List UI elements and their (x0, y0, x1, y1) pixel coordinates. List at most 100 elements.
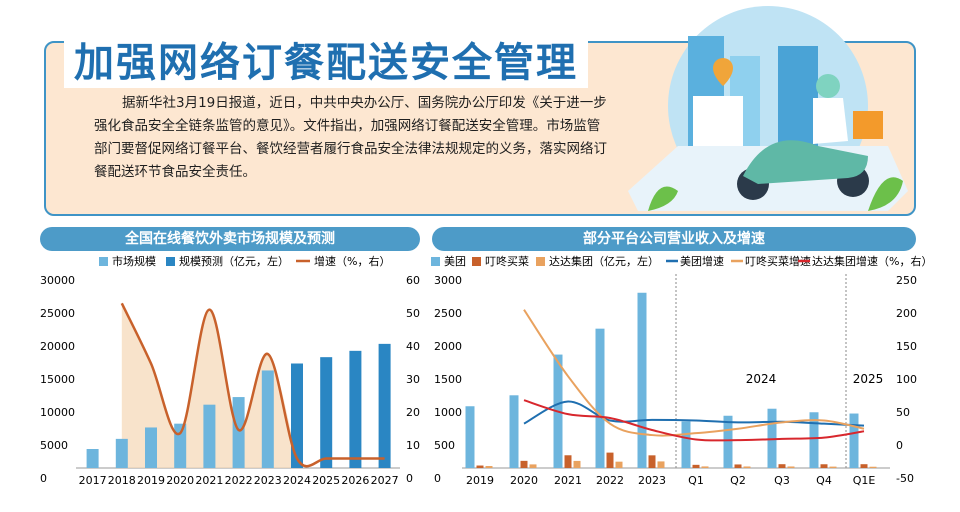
right-chart-title: 部分平台公司营业收入及增速 (432, 227, 916, 251)
building-icon (778, 46, 818, 146)
tick-label: 10000 (40, 406, 75, 419)
legend-label: 市场规模 (112, 254, 156, 268)
x-tick-label: 2021 (195, 474, 223, 487)
bar-meituan-2023 (637, 292, 647, 468)
bar-forecast-2027 (378, 343, 391, 468)
tick-label: 25000 (40, 307, 75, 320)
bar-meituan-Q1E (849, 413, 859, 468)
tick-label: 2000 (434, 340, 462, 353)
tick-label: 40 (406, 340, 420, 353)
legend-swatch-meituan (431, 257, 440, 266)
platform-revenue-chart: 美团 叮咚买菜 达达集团（亿元，左） 美团增速 叮咚买菜增速 达达集团增速（%，… (431, 254, 932, 487)
y-axis-left: 3000 2500 2000 1500 1000 500 0 (434, 274, 462, 485)
x-tick-label: 2021 (554, 474, 582, 487)
rider-helmet-icon (816, 74, 840, 98)
x-tick-label: Q2 (730, 474, 746, 487)
legend-label: 增速（%，右） (314, 254, 390, 268)
x-tick-label: 2017 (79, 474, 107, 487)
tick-label: 30 (406, 373, 420, 386)
building-icon (693, 96, 743, 146)
bar-dada-Q1 (701, 466, 709, 468)
x-tick-label: 2024 (283, 474, 311, 487)
growth-area (121, 303, 297, 468)
plant-icon (868, 177, 903, 211)
y-axis-right: 250 200 150 100 50 0 -50 (896, 274, 917, 485)
legend-label: 规模预测（亿元，左） (179, 254, 289, 268)
delivery-box-icon (853, 111, 883, 139)
market-size-chart: 市场规模 规模预测（亿元，左） 增速（%，右） 30000 25000 2000… (40, 254, 420, 487)
rider-icon (813, 98, 848, 144)
bar-meituan-2019 (465, 406, 475, 468)
x-tick-label: Q1E (853, 474, 876, 487)
article-body: 据新华社3月19日报道，近日，中共中央办公厅、国务院办公厅印发《关于进一步强化食… (94, 95, 607, 180)
delivery-illustration (628, 6, 908, 211)
x-tick-label: 2026 (341, 474, 369, 487)
bar-meituan-2020 (509, 395, 519, 468)
tick-label: 30000 (40, 274, 75, 287)
tick-label: 1500 (434, 373, 462, 386)
growth-line-dada (523, 399, 865, 442)
bar-dada-Q1E (869, 466, 877, 468)
bar-dada-Q3 (787, 466, 795, 468)
bar-market-2023 (261, 370, 274, 468)
x-tick-label: 2023 (638, 474, 666, 487)
bar-meituan-Q1 (681, 421, 691, 468)
bar-dada-Q2 (743, 466, 751, 468)
group-label-2025: 2025 (853, 372, 884, 386)
bar-market-2018 (115, 438, 128, 468)
bar-meituan-2022 (595, 328, 605, 468)
y-axis-right: 60 50 40 30 20 10 0 (406, 274, 420, 485)
x-tick-label: 2027 (371, 474, 399, 487)
x-tick-label: Q1 (688, 474, 704, 487)
bar-meituan-Q4 (809, 412, 819, 468)
tick-label: 60 (406, 274, 420, 287)
tick-label: 20000 (40, 340, 75, 353)
x-tick-label: Q4 (816, 474, 832, 487)
legend-label: 美团 (444, 255, 466, 268)
legend-label: 达达集团增速（%，右） (812, 254, 932, 268)
y-axis-left: 30000 25000 20000 15000 10000 5000 0 (40, 274, 75, 485)
x-tick-label: Q3 (774, 474, 790, 487)
bar-dingdong-2020 (520, 460, 528, 468)
bar-market-2022 (232, 397, 245, 468)
tick-label: 1000 (434, 406, 462, 419)
bar-dingdong-2022 (606, 452, 614, 468)
bar-dingdong-Q1E (860, 464, 868, 468)
bar-market-2017 (86, 449, 99, 468)
bar-forecast-2024 (291, 363, 303, 468)
bar-market-2020 (174, 423, 187, 468)
plot-area (465, 292, 877, 468)
bar-dingdong-2019 (476, 465, 484, 468)
tick-label: 5000 (40, 439, 68, 452)
bar-meituan-Q2 (723, 415, 733, 468)
tick-label: 150 (896, 340, 917, 353)
bar-dingdong-2023 (648, 455, 656, 468)
bar-dingdong-Q4 (820, 464, 828, 468)
x-tick-label: 2025 (312, 474, 340, 487)
legend-label: 达达集团（亿元，左） (549, 254, 659, 268)
x-tick-label: 2018 (108, 474, 136, 487)
tick-label: 2500 (434, 307, 462, 320)
bar-market-2021 (203, 404, 216, 468)
tick-label: 10 (406, 439, 420, 452)
legend-swatch-forecast (166, 257, 175, 266)
bar-forecast-2025 (320, 357, 333, 468)
bar-dingdong-Q1 (692, 464, 700, 468)
legend-swatch-dingdong (472, 257, 481, 266)
tick-label: 200 (896, 307, 917, 320)
legend-label: 叮咚买菜 (485, 254, 529, 268)
bar-dada-2019 (485, 466, 493, 468)
bar-dingdong-Q3 (778, 464, 786, 468)
plant-icon (648, 186, 678, 211)
growth-line-dingdong (523, 309, 865, 437)
bar-dada-Q4 (829, 466, 837, 468)
bar-dingdong-2021 (564, 455, 572, 468)
x-tick-label: 2020 (166, 474, 194, 487)
x-tick-label: 2022 (596, 474, 624, 487)
bar-forecast-2026 (349, 350, 362, 468)
legend-swatch-market (99, 257, 108, 266)
bar-dingdong-Q2 (734, 464, 742, 468)
scooter-icon (743, 140, 868, 184)
plot-area (86, 302, 391, 468)
location-pin-icon (713, 58, 733, 86)
